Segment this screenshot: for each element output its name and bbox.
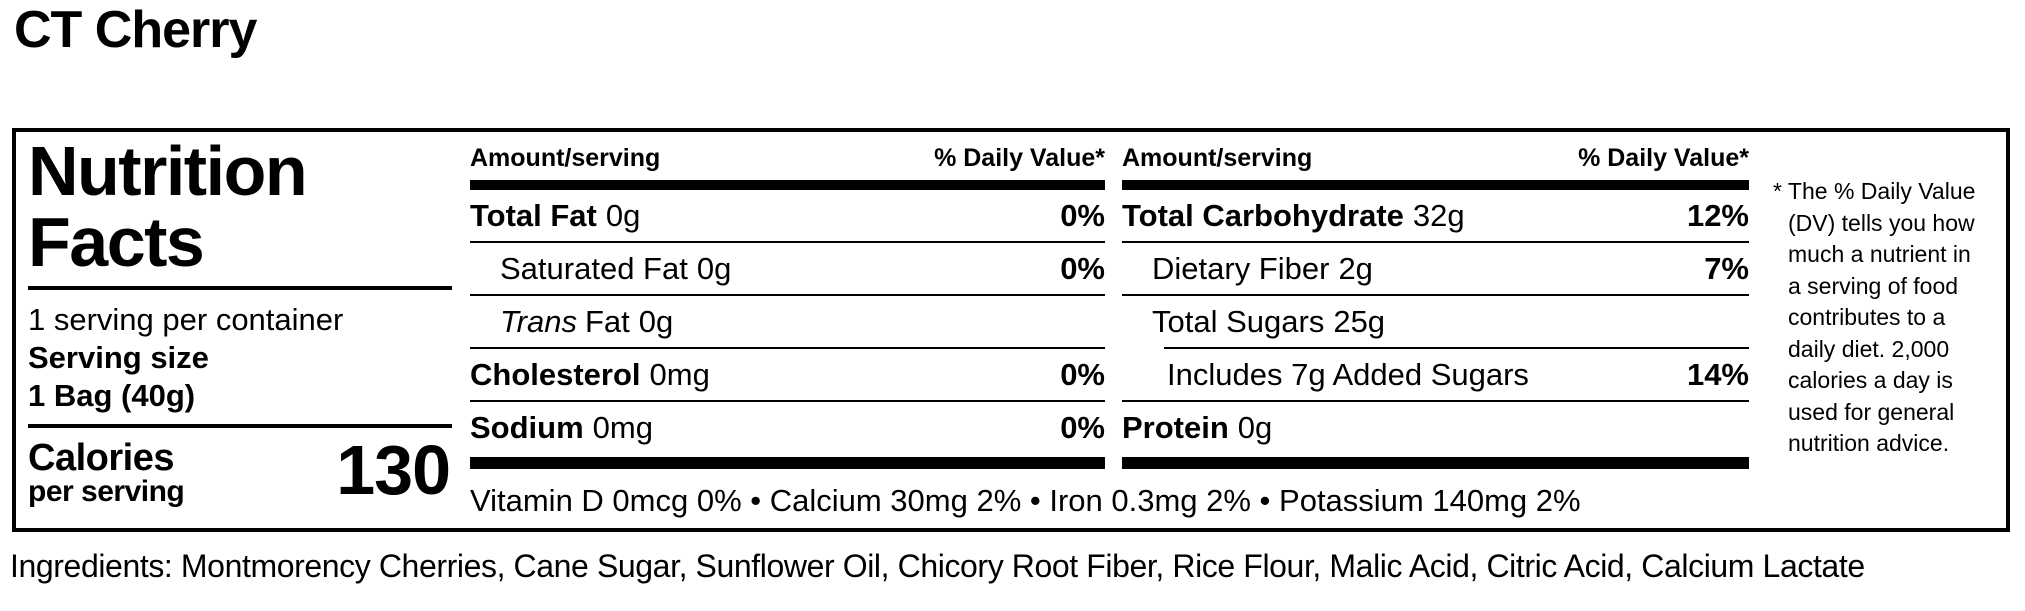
- nutrient-row-protein: Protein 0g: [1122, 402, 1749, 453]
- nutrient-row-total-sugars: Total Sugars 25g: [1122, 296, 1749, 347]
- nutrient-row-cholesterol: Cholesterol 0mg 0%: [470, 349, 1105, 400]
- nutrient-row-trans-fat: Trans Fat 0g: [470, 296, 1105, 347]
- amount-per-serving-header: Amount/serving: [470, 144, 661, 172]
- footnote-line: (DV) tells you how: [1788, 209, 1975, 236]
- serving-divider: [28, 424, 452, 428]
- footnote-line: much a nutrient in: [1788, 241, 1971, 267]
- footnote-line: contributes to a: [1788, 304, 1946, 330]
- footnote-line: daily diet. 2,000: [1788, 335, 1950, 362]
- nutrient-name: Cholesterol: [470, 356, 641, 392]
- column-bottom-bar: [1122, 457, 1749, 469]
- heading-line-1: Nutrition: [28, 132, 308, 210]
- page-title: CT Cherry: [14, 1, 257, 59]
- nutrient-daily-value: 7%: [1704, 250, 1749, 286]
- footnote-line: a serving of food: [1788, 272, 1959, 299]
- nutrient-name: Includes 7g Added Sugars: [1167, 356, 1529, 392]
- nutrient-name: Saturated Fat: [500, 250, 688, 286]
- column-bottom-bar: [470, 457, 1105, 469]
- nutrient-name: Total Fat: [470, 197, 597, 233]
- nutrient-daily-value: 0%: [1060, 409, 1105, 445]
- serving-size-value: 1 Bag (40g): [28, 378, 196, 413]
- nutrient-name: Dietary Fiber: [1152, 250, 1330, 286]
- column-header: Amount/serving % Daily Value*: [1122, 146, 1749, 180]
- calories-labels: Calories per serving: [28, 437, 185, 508]
- nutrient-amount: 0mg: [592, 409, 653, 445]
- ingredients-line: Ingredients: Montmorency Cherries, Cane …: [10, 548, 1865, 584]
- row-divider: [1122, 400, 1749, 402]
- nutrient-label: Dietary Fiber 2g: [1122, 251, 1373, 287]
- nutrient-amount: 0g: [638, 303, 674, 339]
- nutrient-column-carb-protein: Amount/serving % Daily Value* Total Carb…: [1122, 146, 1749, 469]
- nutrient-amount: 0g: [605, 197, 641, 233]
- daily-value-footnote: * The % Daily Value (DV) tells you how m…: [1773, 176, 2017, 460]
- nutrient-label: Total Fat 0g: [470, 198, 640, 234]
- nutrient-label: Saturated Fat 0g: [470, 251, 731, 287]
- header-bar: [470, 180, 1105, 190]
- servings-per-container: 1 serving per container: [28, 302, 344, 337]
- nutrient-label: Includes 7g Added Sugars: [1122, 357, 1529, 393]
- nutrient-row-sodium: Sodium 0mg 0%: [470, 402, 1105, 453]
- nutrient-row-total-carbohydrate: Total Carbohydrate 32g 12%: [1122, 190, 1749, 241]
- serving-size-label: Serving size: [28, 340, 209, 375]
- nutrient-amount: 25g: [1333, 303, 1386, 339]
- nutrition-facts-heading: Nutrition Facts: [28, 132, 308, 281]
- nutrient-name: Total Carbohydrate: [1122, 197, 1404, 233]
- nutrient-daily-value: 12%: [1686, 197, 1749, 233]
- nutrient-amount: 0g: [1237, 409, 1273, 445]
- nutrient-row-total-fat: Total Fat 0g 0%: [470, 190, 1105, 241]
- nutrient-label: Protein 0g: [1122, 410, 1272, 446]
- daily-value-header: % Daily Value*: [934, 144, 1105, 172]
- column-header: Amount/serving % Daily Value*: [470, 146, 1105, 180]
- footnote-line: * The % Daily Value: [1773, 178, 1976, 204]
- calories-value: 130: [336, 431, 451, 509]
- trans-italic: Trans: [500, 303, 577, 339]
- nutrient-name: Sodium: [470, 409, 584, 445]
- nutrient-amount: 0mg: [649, 356, 710, 392]
- nutrient-amount: 0g: [696, 250, 732, 286]
- nutrient-label: Trans Fat 0g: [470, 304, 673, 340]
- nutrient-name: Trans Fat: [500, 303, 630, 339]
- row-divider: [1122, 294, 1749, 296]
- label-summary-column: Nutrition Facts 1 serving per container …: [28, 132, 452, 528]
- nutrient-row-dietary-fiber: Dietary Fiber 2g 7%: [1122, 243, 1749, 294]
- row-divider-indented: [1164, 347, 1749, 349]
- amount-per-serving-header: Amount/serving: [1122, 144, 1313, 172]
- micronutrients-line: Vitamin D 0mcg 0% • Calcium 30mg 2% • Ir…: [470, 483, 1581, 518]
- heading-line-2: Facts: [28, 203, 205, 281]
- heading-divider: [28, 286, 452, 290]
- row-divider: [1122, 241, 1749, 243]
- nutrient-name: Protein: [1122, 409, 1229, 445]
- nutrient-row-added-sugars: Includes 7g Added Sugars 14%: [1122, 349, 1749, 400]
- nutrient-amount: 32g: [1412, 197, 1465, 233]
- calories-label: Calories: [28, 437, 174, 479]
- nutrient-label: Total Sugars 25g: [1122, 304, 1385, 340]
- nutrient-daily-value: 0%: [1060, 250, 1105, 286]
- nutrient-label: Cholesterol 0mg: [470, 357, 710, 393]
- footnote-line: nutrition advice.: [1788, 430, 1950, 456]
- nutrient-label: Total Carbohydrate 32g: [1122, 198, 1465, 234]
- row-divider: [470, 241, 1105, 243]
- nutrition-facts-panel: Nutrition Facts 1 serving per container …: [12, 128, 2010, 532]
- nutrient-amount: 2g: [1338, 250, 1373, 286]
- header-bar: [1122, 180, 1749, 190]
- nutrient-daily-value: 0%: [1060, 356, 1105, 392]
- nutrient-column-fat-sodium: Amount/serving % Daily Value* Total Fat 0…: [470, 146, 1105, 469]
- row-divider: [470, 400, 1105, 402]
- calories-sublabel: per serving: [28, 475, 185, 508]
- nutrient-row-saturated-fat: Saturated Fat 0g 0%: [470, 243, 1105, 294]
- footnote-line: calories a day is: [1788, 367, 1953, 393]
- footnote-line: used for general: [1788, 398, 1955, 425]
- calories-row: Calories per serving 130: [28, 431, 451, 509]
- row-divider: [470, 294, 1105, 296]
- nutrient-name: Total Sugars: [1152, 303, 1325, 339]
- daily-value-header: % Daily Value*: [1578, 144, 1749, 172]
- nutrient-label: Sodium 0mg: [470, 410, 653, 446]
- row-divider: [470, 347, 1105, 349]
- nutrient-daily-value: 0%: [1060, 197, 1105, 233]
- nutrient-daily-value: 14%: [1686, 356, 1749, 392]
